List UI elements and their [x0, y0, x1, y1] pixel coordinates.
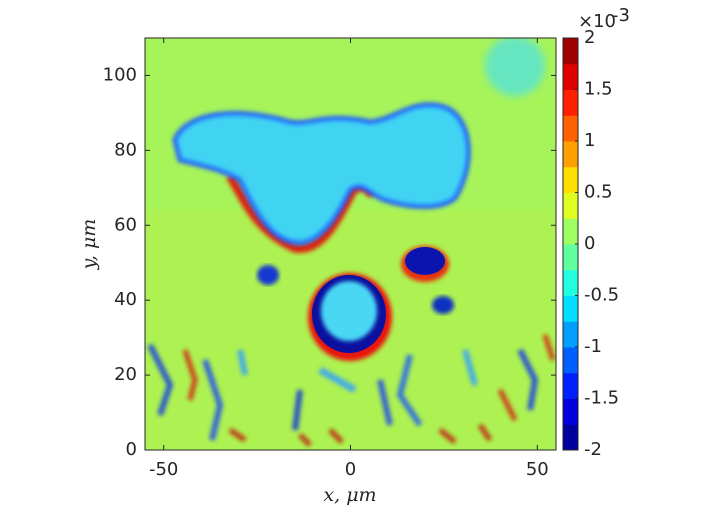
colorbar-segment	[563, 166, 578, 193]
colorbar-tick-label: -1	[584, 336, 602, 357]
y-tick-label: 80	[114, 139, 137, 160]
colorbar-segment	[563, 372, 578, 399]
colorbar-segment	[563, 295, 578, 322]
colorbar-segment	[563, 424, 578, 451]
colorbar-segment	[563, 398, 578, 425]
y-tick-label: 0	[126, 439, 137, 460]
y-axis-label: y, μm	[78, 219, 100, 271]
colorbar-segment	[563, 63, 578, 90]
colorbar-segment	[563, 115, 578, 142]
colorbar-tick-label: -2	[584, 439, 602, 460]
colorbar-segment	[563, 192, 578, 219]
colorbar-tick-label: 2	[584, 27, 595, 48]
colorbar-segment	[563, 347, 578, 374]
y-tick-label: 60	[114, 214, 137, 235]
colorbar-tick-label: 0.5	[584, 182, 613, 203]
x-tick-label: 50	[526, 459, 549, 480]
colorbar-segment	[563, 141, 578, 168]
colorbar-tick-label: 1	[584, 130, 595, 151]
heatmap-image	[145, 38, 556, 450]
colorbar-segment	[563, 244, 578, 271]
colorbar-tick-label: 1.5	[584, 79, 613, 100]
colorbar-segment	[563, 218, 578, 245]
colorbar-segment	[563, 38, 578, 65]
colorbar-tick-label: 0	[584, 233, 595, 254]
x-tick-label: 0	[345, 459, 356, 480]
y-tick-label: 20	[114, 364, 137, 385]
colorbar-segment	[563, 269, 578, 296]
x-tick-label: -50	[149, 459, 178, 480]
y-tick-label: 40	[114, 289, 137, 310]
colorbar-multiplier: ×10	[578, 11, 616, 32]
colorbar-segment	[563, 89, 578, 116]
colorbar-segment	[563, 321, 578, 348]
y-tick-label: 100	[103, 64, 137, 85]
colorbar-tick-label: -1.5	[584, 388, 619, 409]
colorbar-exponent: -3	[612, 5, 630, 26]
x-axis-label: x, μm	[323, 484, 376, 506]
colorbar-tick-label: -0.5	[584, 285, 619, 306]
